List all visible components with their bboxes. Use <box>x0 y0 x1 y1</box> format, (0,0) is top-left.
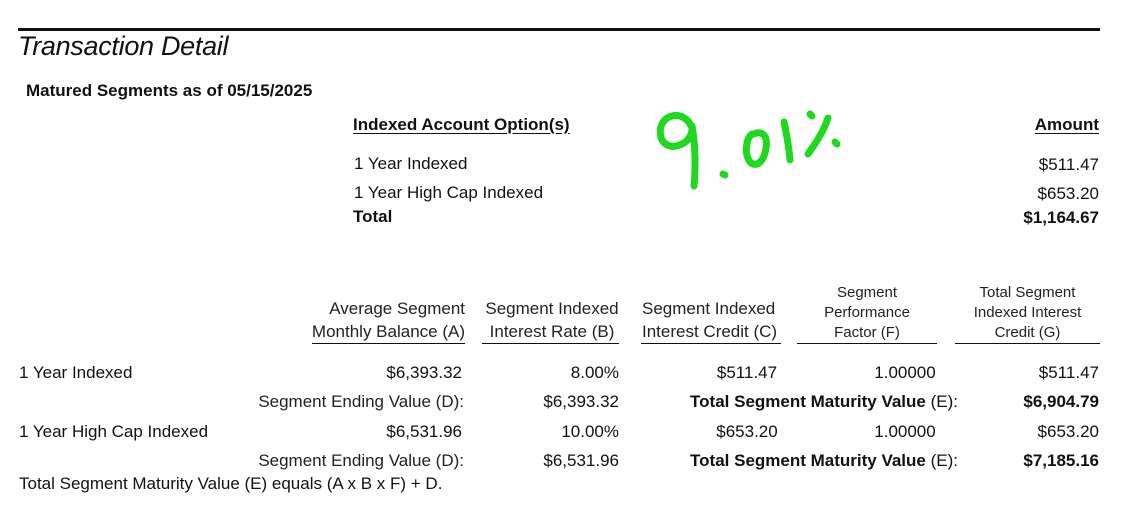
segment-maturity-value: $6,904.79 <box>1023 392 1099 411</box>
col-header-rule <box>797 343 937 344</box>
col-header-performance-factor: Segment Performance Factor (F) <box>824 284 910 341</box>
col-header-rule <box>312 343 465 344</box>
segment-interest-rate: 8.00% <box>570 363 619 382</box>
col-header-rule <box>955 343 1100 344</box>
segment-maturity-value: $7,185.16 <box>1023 451 1099 470</box>
summary-row-amount: $653.20 <box>1037 184 1099 203</box>
segment-avg-balance: $6,393.32 <box>386 363 462 382</box>
footnote: Total Segment Maturity Value (E) equals … <box>19 474 443 493</box>
segment-performance-factor: 1.00000 <box>874 363 936 382</box>
col-header-interest-rate: Segment Indexed Interest Rate (B) <box>485 299 619 341</box>
summary-row-label: 1 Year Indexed <box>354 154 468 173</box>
segment-performance-factor: 1.00000 <box>874 422 936 441</box>
matured-segments-heading: Matured Segments as of 05/15/2025 <box>26 81 313 100</box>
segment-ending-value-label: Segment Ending Value (D): <box>258 392 464 411</box>
segment-interest-credit: $511.47 <box>716 363 778 382</box>
summary-total-label: Total <box>353 207 393 226</box>
top-rule <box>18 28 1100 31</box>
col-header-interest-credit: Segment Indexed Interest Credit (C) <box>642 299 778 341</box>
summary-total-amount: $1,164.67 <box>1023 208 1099 227</box>
col-header-total-credit: Total Segment Indexed Interest Credit (G) <box>973 284 1082 341</box>
segment-ending-value: $6,531.96 <box>543 451 619 470</box>
col-header-rule <box>641 343 781 344</box>
col-header-option: Indexed Account Option(s) <box>353 115 570 134</box>
segment-interest-rate: 10.00% <box>561 422 619 441</box>
col-header-amount: Amount <box>1034 115 1099 134</box>
col-header-rule <box>482 343 619 344</box>
handwritten-annotation-9-01-percent <box>656 110 841 190</box>
segment-name: 1 Year High Cap Indexed <box>19 422 209 441</box>
segment-avg-balance: $6,531.96 <box>386 422 462 441</box>
page-title: Transaction Detail <box>18 31 229 61</box>
segment-total-credit: $653.20 <box>1037 422 1099 441</box>
segment-maturity-label: Total Segment Maturity Value (E): <box>690 451 958 470</box>
summary-row-amount: $511.47 <box>1038 155 1099 174</box>
summary-row-label: 1 Year High Cap Indexed <box>354 183 544 202</box>
segment-interest-credit: $653.20 <box>716 422 778 441</box>
segment-ending-value-label: Segment Ending Value (D): <box>258 451 464 470</box>
segment-maturity-label: Total Segment Maturity Value (E): <box>690 392 958 411</box>
segment-ending-value: $6,393.32 <box>543 392 619 411</box>
segment-name: 1 Year Indexed <box>19 363 133 382</box>
segment-total-credit: $511.47 <box>1038 363 1099 382</box>
col-header-avg-balance: Average Segment Monthly Balance (A) <box>311 299 465 341</box>
